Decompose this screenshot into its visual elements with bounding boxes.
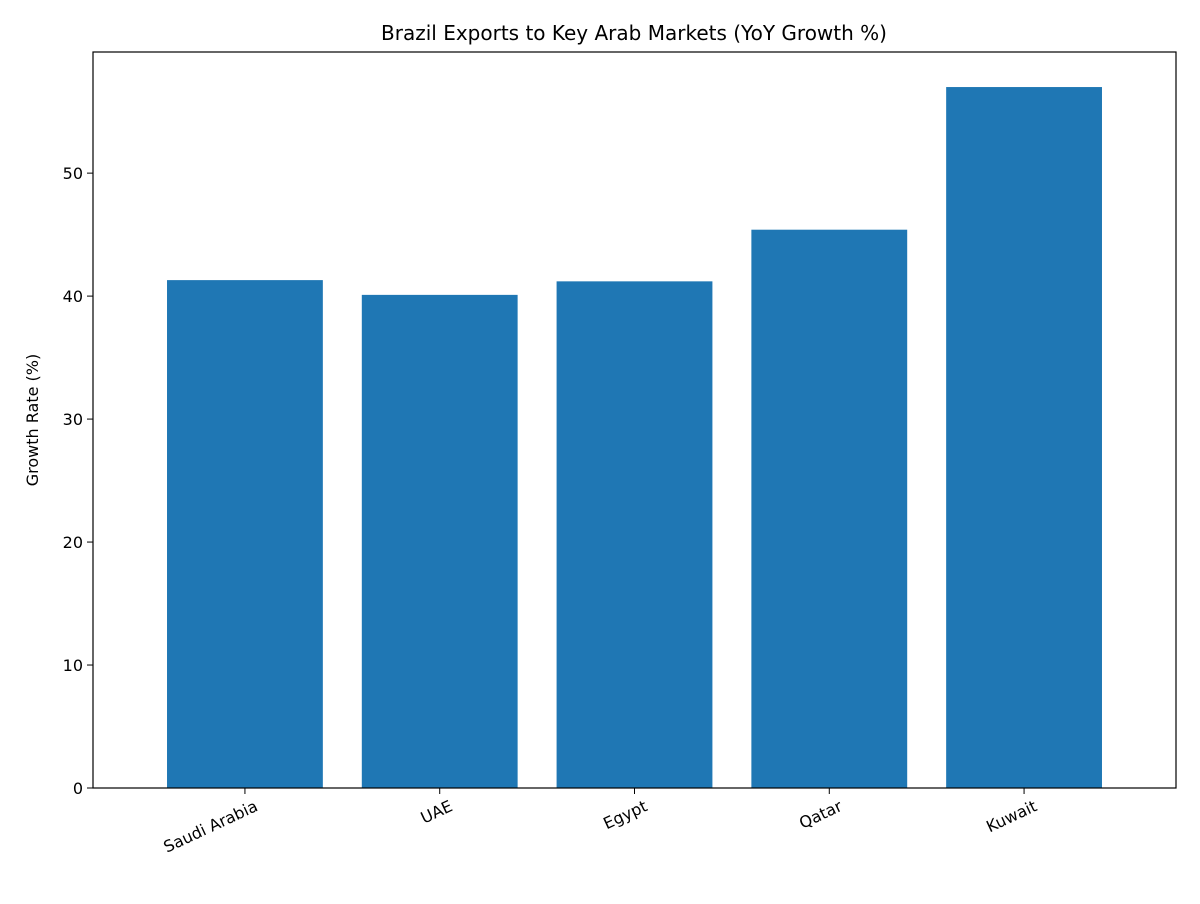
- x-tick-label: Kuwait: [983, 796, 1039, 836]
- x-tick-label: UAE: [418, 796, 456, 827]
- bar-saudi-arabia: [167, 280, 323, 788]
- x-axis-ticks: Saudi Arabia UAE Egypt Qatar Kuwait: [161, 788, 1040, 857]
- bar-uae: [361, 294, 518, 788]
- y-tick-label: 40: [63, 287, 83, 306]
- x-tick-label: Egypt: [600, 796, 650, 833]
- plot-frame: [92, 51, 1177, 789]
- y-tick-label: 50: [63, 164, 83, 183]
- y-tick-label: 20: [63, 533, 83, 552]
- bars-group: [167, 87, 1102, 789]
- y-axis-ticks: 0 10 20 30 40 50: [63, 164, 93, 798]
- bar-qatar: [751, 229, 908, 788]
- bar-kuwait: [946, 87, 1102, 789]
- y-tick-label: 30: [63, 410, 83, 429]
- y-tick-label: 10: [63, 656, 83, 675]
- chart-title: Brazil Exports to Key Arab Markets (YoY …: [381, 21, 887, 45]
- y-tick-label: 0: [73, 779, 83, 798]
- x-tick-label: Qatar: [796, 796, 845, 832]
- bar-egypt: [556, 281, 713, 788]
- y-axis-title: Growth Rate (%): [23, 354, 42, 486]
- x-tick-label: Saudi Arabia: [161, 796, 261, 856]
